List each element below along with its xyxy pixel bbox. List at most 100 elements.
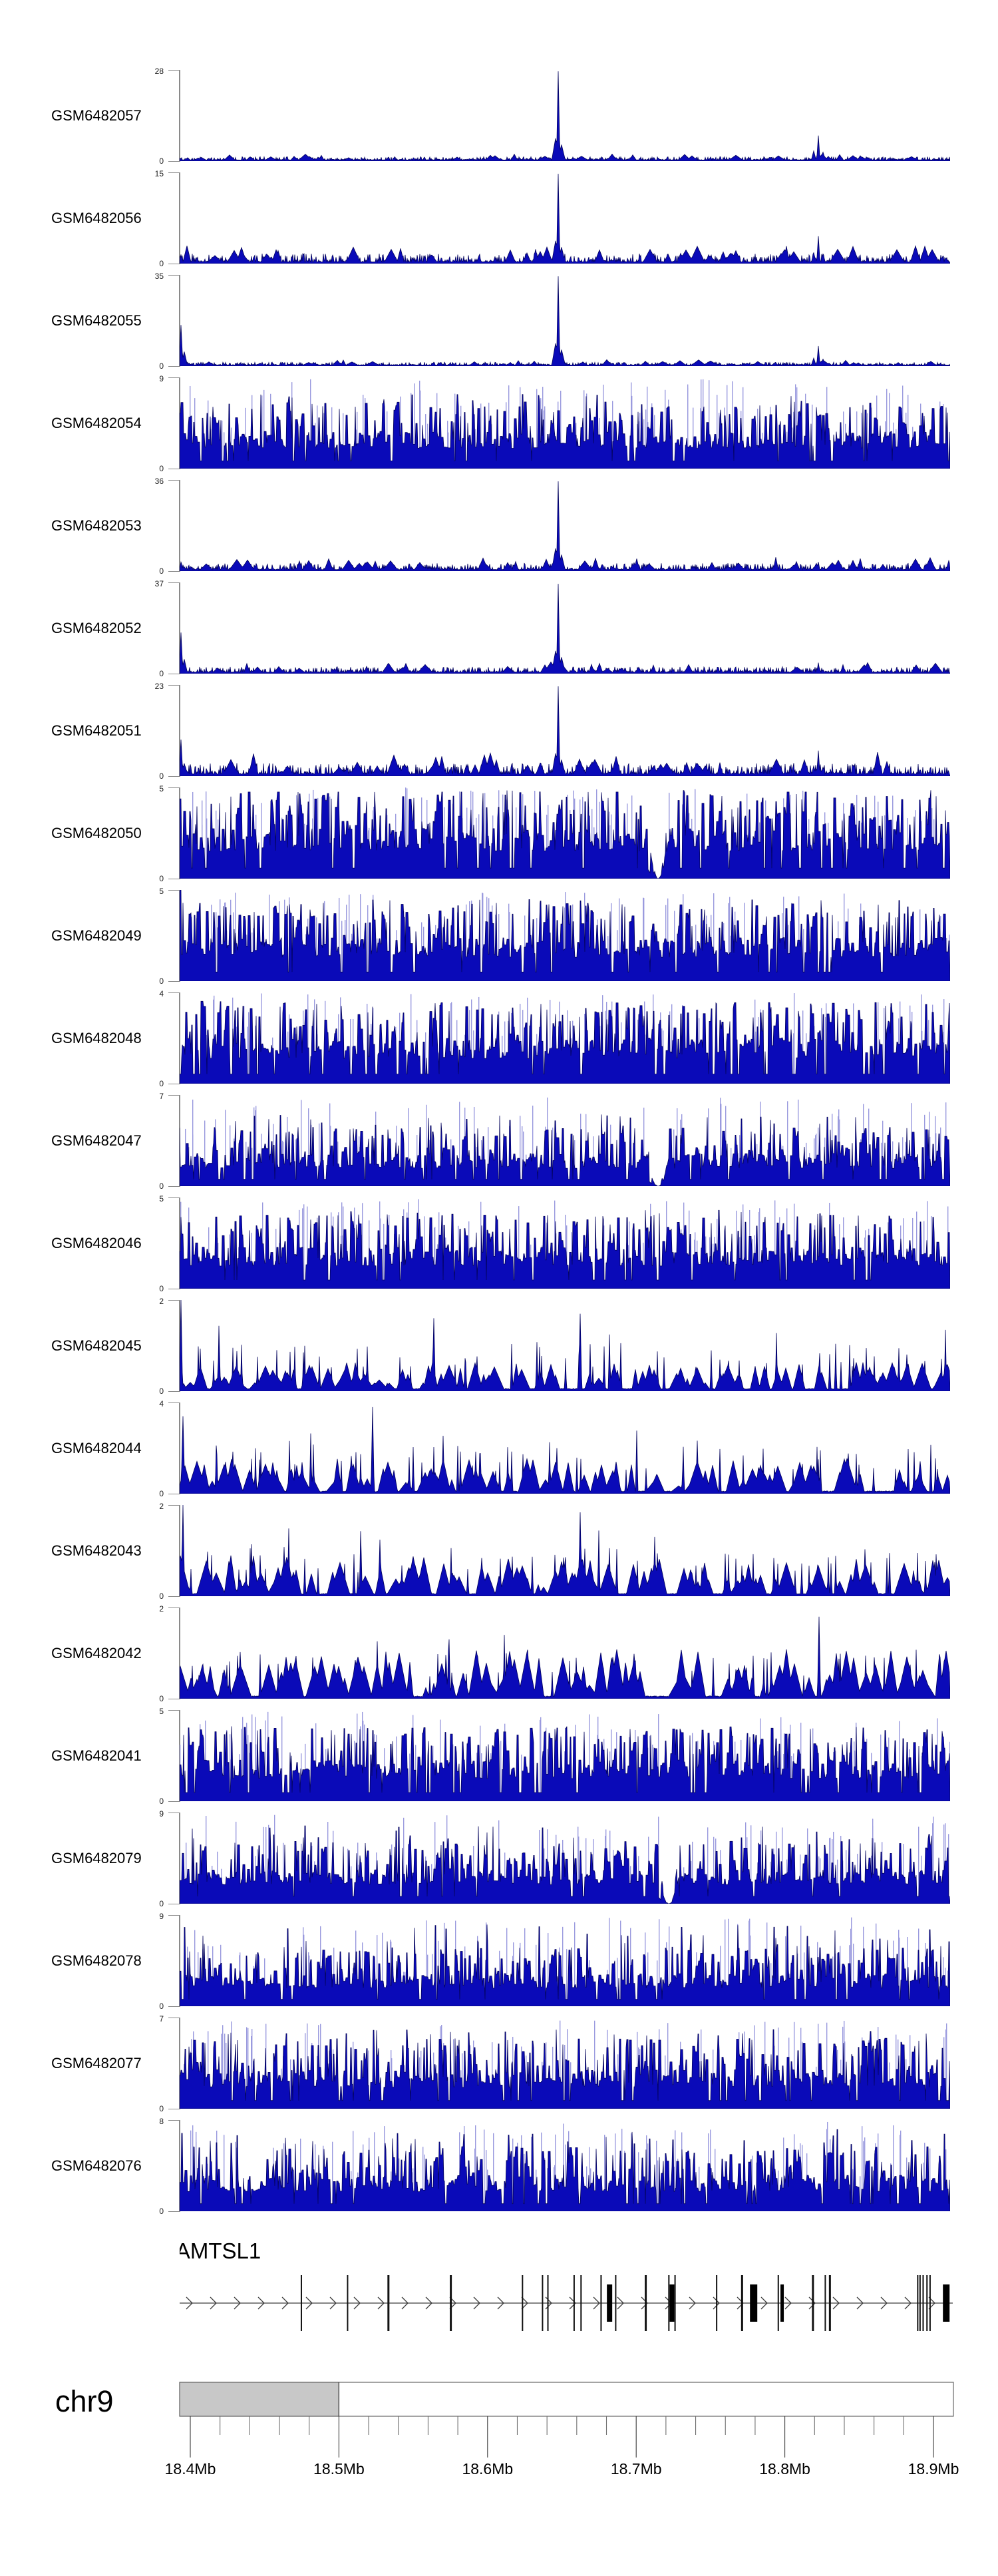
y-axis-max-label: 5 xyxy=(159,1194,164,1203)
y-axis-tick xyxy=(168,2108,180,2110)
track-label: GSM6482047 xyxy=(51,1132,142,1149)
y-axis-zero-label: 0 xyxy=(159,156,164,166)
y-axis-tick xyxy=(168,274,180,276)
track-label: GSM6482046 xyxy=(51,1234,142,1251)
track-signal-plot xyxy=(180,1505,950,1596)
y-axis-tick xyxy=(168,1504,180,1506)
y-axis-zero-label: 0 xyxy=(159,1797,164,1806)
y-axis-tick xyxy=(168,2006,180,2008)
y-axis-zero-label: 0 xyxy=(159,1181,164,1191)
y-axis-line xyxy=(179,1402,180,1494)
track-label: GSM6482077 xyxy=(51,2054,142,2071)
y-axis-tick xyxy=(168,1709,180,1711)
y-axis-tick xyxy=(168,468,180,470)
signal-track-row: GSM6482047 7 0 xyxy=(0,1092,998,1191)
y-axis-max-label: 28 xyxy=(154,67,164,76)
signal-track-row: GSM6482055 35 0 xyxy=(0,272,998,371)
y-axis-zero-label: 0 xyxy=(159,1489,164,1498)
y-axis-tick xyxy=(168,1402,180,1404)
gene-model-plot xyxy=(180,2275,953,2331)
track-signal-plot xyxy=(180,71,950,161)
y-axis-max-label: 4 xyxy=(159,1399,164,1408)
y-axis-max-label: 37 xyxy=(154,579,164,588)
y-axis-zero-label: 0 xyxy=(159,669,164,678)
track-label: GSM6482044 xyxy=(51,1439,142,1456)
track-label: GSM6482076 xyxy=(51,2157,142,2174)
signal-track-row: GSM6482051 23 0 xyxy=(0,682,998,781)
y-axis-max-label: 23 xyxy=(154,682,164,691)
y-axis-tick xyxy=(168,1083,180,1085)
signal-track-row: GSM6482057 28 0 xyxy=(0,67,998,166)
y-axis-tick xyxy=(168,1299,180,1301)
y-axis-line xyxy=(179,1710,180,1802)
y-axis-zero-label: 0 xyxy=(159,1284,164,1293)
track-label: GSM6482043 xyxy=(51,1542,142,1559)
y-axis-zero-label: 0 xyxy=(159,1387,164,1396)
y-axis-line xyxy=(179,2018,180,2109)
y-axis-max-label: 7 xyxy=(159,2014,164,2024)
y-axis-tick xyxy=(168,1288,180,1290)
y-axis-max-label: 36 xyxy=(154,477,164,486)
track-signal-plot xyxy=(180,1199,950,1289)
y-axis-zero-label: 0 xyxy=(159,976,164,986)
signal-track-row: GSM6482056 15 0 xyxy=(0,169,998,268)
y-axis-line xyxy=(179,1300,180,1392)
axis-tick-label: 18.8Mb xyxy=(759,2460,810,2477)
y-axis-zero-label: 0 xyxy=(159,771,164,781)
signal-track-row: GSM6482078 9 0 xyxy=(0,1912,998,2011)
gene-label: ADAMTSL1 xyxy=(180,2239,261,2263)
track-label: GSM6482045 xyxy=(51,1337,142,1354)
y-axis-tick xyxy=(168,1698,180,1700)
y-axis-max-label: 9 xyxy=(159,374,164,383)
gene-label-clip: ADAMTSL1 xyxy=(180,2239,333,2268)
y-axis-line xyxy=(179,685,180,777)
y-axis-max-label: 5 xyxy=(159,784,164,793)
y-axis-tick xyxy=(168,172,180,174)
y-axis-line xyxy=(179,2120,180,2212)
y-axis-tick xyxy=(168,775,180,777)
track-signal-plot xyxy=(180,890,950,981)
y-axis-max-label: 5 xyxy=(159,887,164,896)
signal-track-row: GSM6482045 2 0 xyxy=(0,1297,998,1396)
axis-tick-label: 18.6Mb xyxy=(462,2460,514,2477)
y-axis-zero-label: 0 xyxy=(159,2104,164,2113)
y-axis-tick xyxy=(168,377,180,379)
y-axis-tick xyxy=(168,787,180,789)
y-axis-zero-label: 0 xyxy=(159,1079,164,1088)
y-axis-max-label: 15 xyxy=(154,169,164,178)
signal-track-row: GSM6482076 8 0 xyxy=(0,2117,998,2216)
signal-track-row: GSM6482053 36 0 xyxy=(0,477,998,576)
signal-track-row: GSM6482052 37 0 xyxy=(0,579,998,678)
y-axis-tick xyxy=(168,878,180,880)
axis-tick-label: 18.9Mb xyxy=(908,2460,959,2477)
track-label: GSM6482054 xyxy=(51,414,142,431)
y-axis-tick xyxy=(168,889,180,891)
y-axis-max-label: 35 xyxy=(154,272,164,281)
y-axis-tick xyxy=(168,992,180,994)
signal-track-row: GSM6482054 9 0 xyxy=(0,374,998,473)
y-axis-tick xyxy=(168,673,180,675)
axis-tick-label: 18.7Mb xyxy=(610,2460,662,2477)
track-label: GSM6482041 xyxy=(51,1747,142,1764)
track-signal-plot xyxy=(180,1711,950,1801)
y-axis-max-label: 2 xyxy=(159,1502,164,1511)
y-axis-line xyxy=(179,992,180,1084)
track-signal-plot xyxy=(180,787,950,879)
y-axis-max-label: 7 xyxy=(159,1092,164,1101)
y-axis-tick xyxy=(168,582,180,584)
axis-tick-label: 18.4Mb xyxy=(164,2460,216,2477)
y-axis-tick xyxy=(168,2211,180,2213)
track-signal-plot xyxy=(180,1406,950,1494)
signal-track-row: GSM6482077 7 0 xyxy=(0,2014,998,2113)
y-axis-tick xyxy=(168,479,180,481)
track-label: GSM6482078 xyxy=(51,1952,142,1969)
track-label: GSM6482042 xyxy=(51,1644,142,1661)
y-axis-line xyxy=(179,275,180,367)
track-signal-plot xyxy=(180,1815,950,1904)
y-axis-zero-label: 0 xyxy=(159,1899,164,1908)
track-label: GSM6482055 xyxy=(51,312,142,329)
y-axis-max-label: 5 xyxy=(159,1707,164,1716)
signal-track-row: GSM6482043 2 0 xyxy=(0,1502,998,1601)
track-signal-plot xyxy=(180,1097,950,1186)
track-signal-plot xyxy=(180,993,950,1084)
